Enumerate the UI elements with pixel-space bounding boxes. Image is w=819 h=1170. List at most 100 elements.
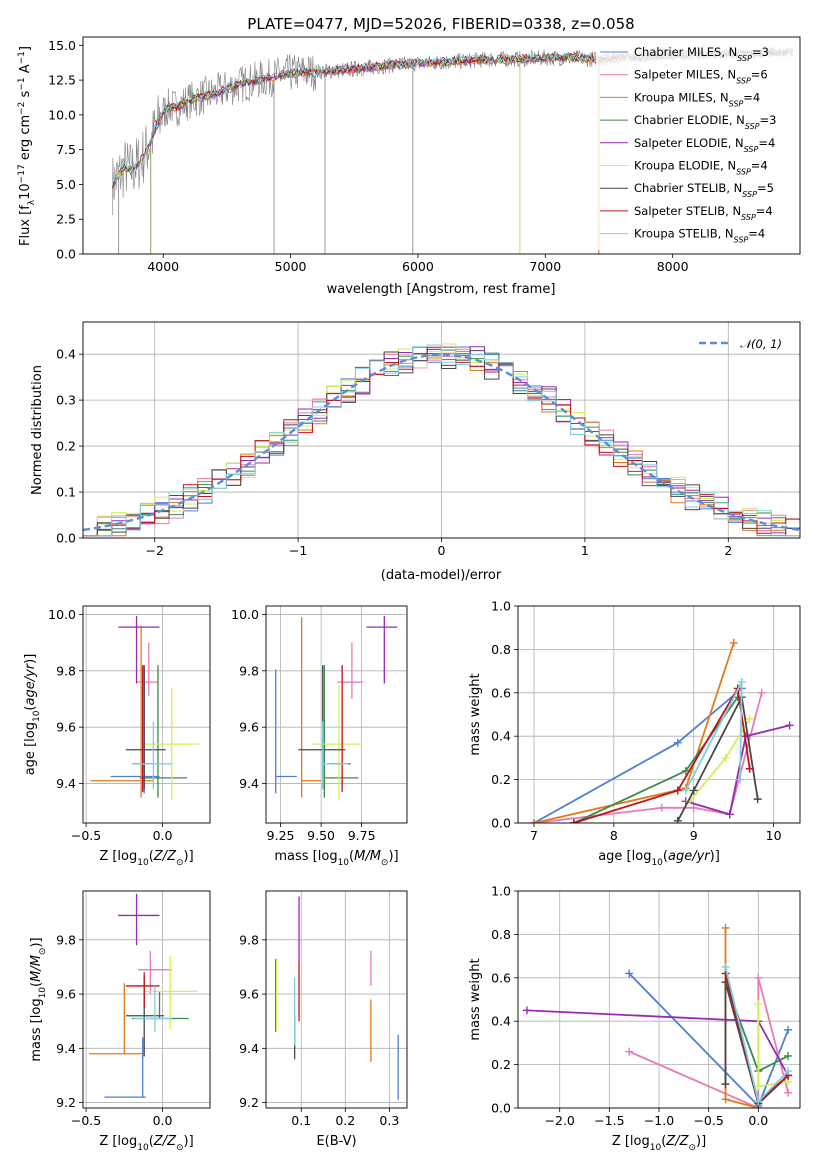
axes-spectrum: 4000 5000 6000 7000 8000 0.0 2.5 5.0 7.5 10.0 12.5… xyxy=(17,36,801,297)
axes-frame xyxy=(265,605,408,824)
series-marker xyxy=(757,688,766,697)
axes-mass-weight-vs-Z: −2.0 −1.5 −1.0 −0.5 0.0 0.0 0.2 0.4 0.6 0.8 1.0 Z [… xyxy=(468,884,801,1153)
errorbar-chabrier-miles xyxy=(110,669,160,794)
series-marker xyxy=(754,1097,763,1106)
x-tick-label: 0.3 xyxy=(379,1113,399,1128)
errorbar-salpeter-miles xyxy=(138,950,172,995)
x-tick-label: −0.5 xyxy=(71,828,101,843)
y-tick-label: 0.2 xyxy=(56,439,76,454)
series-line xyxy=(573,696,739,823)
series-marker xyxy=(721,753,730,762)
series-marker xyxy=(673,738,682,747)
x-tick-label: −2 xyxy=(145,543,163,558)
errorbar-salpeter-elodie xyxy=(118,615,160,684)
y-tick-label: 9.6 xyxy=(56,987,76,1002)
series-marker xyxy=(721,962,730,971)
errorbar-kroupa-elodie xyxy=(311,684,362,801)
y-tick-label: 0.2 xyxy=(491,772,511,787)
errorbar-kroupa-stelib xyxy=(133,985,172,1033)
x-tick-label: 0.0 xyxy=(153,1113,173,1128)
errorbar-salpeter-stelib xyxy=(125,972,160,1008)
series-marker xyxy=(725,810,734,819)
series-marker xyxy=(784,1025,793,1034)
y-tick-label: 0.4 xyxy=(491,729,511,744)
series-salpeter-stelib xyxy=(721,969,793,1106)
plot-area xyxy=(275,615,398,801)
errorbar-kroupa-stelib xyxy=(131,721,172,790)
series-marker xyxy=(753,795,762,804)
y-tick-label: 10.0 xyxy=(231,607,259,622)
y-tick-label: 9.8 xyxy=(56,663,76,678)
series-marker xyxy=(689,786,698,795)
y-axis-label: Normed distribution xyxy=(30,365,45,495)
x-axis-label: Z [log10(Z/Z⊙)] xyxy=(99,1134,193,1153)
series-marker xyxy=(745,764,754,773)
y-tick-label: 0.0 xyxy=(491,816,511,831)
y-tick-label: 9.4 xyxy=(239,776,259,791)
legend-label: Salpeter STELIB, NSSP=4 xyxy=(634,204,773,222)
x-axis-label: Z [log10(Z/Z⊙)] xyxy=(612,1134,706,1153)
legend-label: Chabrier STELIB, NSSP=5 xyxy=(634,181,774,199)
x-tick-label: 7 xyxy=(530,828,538,843)
spectrum-legend: Chabrier MILES, NSSP=3 Salpeter MILES, NS… xyxy=(596,42,798,250)
series-kroupa-stelib xyxy=(721,962,793,1106)
x-tick-label: 10 xyxy=(766,828,782,843)
x-tick-label: 7000 xyxy=(529,259,561,274)
axes-mass-weight-vs-age: 7 8 9 10 0.0 0.2 0.4 0.6 0.8 1.0 age [log10(age/yr… xyxy=(468,599,801,868)
errorbar-salpeter-stelib xyxy=(329,665,351,792)
series-line xyxy=(677,694,759,822)
x-tick-label: 0 xyxy=(438,543,446,558)
y-tick-label: 9.6 xyxy=(239,720,259,735)
x-tick-label: −2.0 xyxy=(545,1113,575,1128)
axes-residuals: −2 −1 0 1 2 0.0 0.1 0.2 0.3 0.4 𝒩(0, 1) (data-model… xyxy=(30,321,801,583)
series-kroupa-stelib xyxy=(681,677,746,795)
y-tick-label: 9.6 xyxy=(56,720,76,735)
plot-area xyxy=(90,615,200,801)
x-tick-label: 0.0 xyxy=(153,828,173,843)
axes-mass-vs-EBV: 0.1 0.2 0.3 9.2 9.4 9.6 9.8 E(B-V) xyxy=(239,890,408,1149)
series-marker xyxy=(754,999,763,1008)
x-axis-label: E(B-V) xyxy=(316,1134,356,1149)
x-tick-label: 9.75 xyxy=(348,828,376,843)
axes-age-vs-Z: −0.5 0.0 9.4 9.6 9.8 10.0 Z [log10(Z/Z⊙)] age [… xyxy=(23,605,211,868)
normal-curve xyxy=(83,353,800,532)
figure-title: PLATE=0477, MJD=52026, FIBERID=0338, z=0… xyxy=(247,15,634,33)
series-marker xyxy=(657,803,666,812)
errorbar-salpeter-elodie xyxy=(118,893,160,946)
errorbar-salpeter-miles xyxy=(136,642,158,697)
y-tick-label: 2.5 xyxy=(56,212,76,227)
series-marker xyxy=(721,1095,730,1104)
series-marker xyxy=(784,1088,793,1097)
errorbar-chabrier-stelib xyxy=(125,977,165,1057)
plot-area xyxy=(275,896,399,1100)
y-tick-label: 12.5 xyxy=(48,73,76,88)
x-tick-label: 4000 xyxy=(147,259,179,274)
hist-kroupa-stelib xyxy=(83,344,800,537)
series-marker xyxy=(784,1051,793,1060)
y-tick-label: 9.4 xyxy=(56,776,76,791)
series-line xyxy=(685,724,790,816)
x-tick-label: 9 xyxy=(690,828,698,843)
series-marker xyxy=(729,638,738,647)
y-axis-label: mass weight xyxy=(468,958,483,1040)
y-tick-label: 10.0 xyxy=(48,107,76,122)
x-tick-label: 0.2 xyxy=(335,1113,355,1128)
y-tick-label: 15.0 xyxy=(48,38,76,53)
series-marker xyxy=(529,819,538,823)
x-tick-label: 9.50 xyxy=(307,828,335,843)
legend-box xyxy=(596,42,798,250)
legend-label: Salpeter ELODIE, NSSP=4 xyxy=(634,136,775,154)
y-tick-label: 0.8 xyxy=(491,642,511,657)
x-tick-label: 0.0 xyxy=(748,1113,768,1128)
x-tick-label: 1 xyxy=(581,543,589,558)
y-tick-label: 10.0 xyxy=(48,607,76,622)
series-marker xyxy=(625,969,634,978)
legend-label: Kroupa ELODIE, NSSP=4 xyxy=(634,159,768,177)
series-marker xyxy=(736,775,745,784)
x-tick-label: 0.1 xyxy=(291,1113,311,1128)
series-marker xyxy=(681,786,690,795)
legend-label: Chabrier ELODIE, NSSP=3 xyxy=(634,113,776,131)
series-marker xyxy=(737,677,746,686)
axes-frame xyxy=(517,605,801,824)
